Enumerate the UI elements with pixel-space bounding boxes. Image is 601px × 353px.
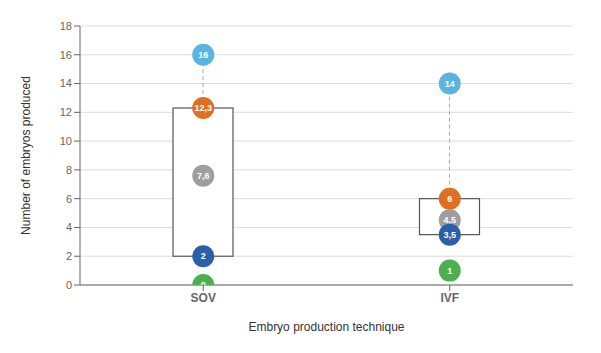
svg-text:14: 14 [60,77,72,89]
svg-text:12,3: 12,3 [194,103,212,113]
svg-text:16: 16 [198,50,208,60]
svg-text:8: 8 [66,164,72,176]
svg-text:SOV: SOV [191,291,216,305]
svg-text:12: 12 [60,106,72,118]
svg-text:4,5: 4,5 [443,215,456,226]
svg-text:4: 4 [66,221,72,233]
svg-text:Number of embryos produced: Number of embryos produced [19,76,33,235]
svg-text:7,6: 7,6 [197,171,210,181]
svg-text:10: 10 [60,135,72,147]
svg-text:16: 16 [60,49,72,61]
svg-text:IVF: IVF [440,291,459,305]
svg-text:0: 0 [66,279,72,291]
svg-text:2: 2 [201,251,206,261]
svg-text:14: 14 [445,79,455,89]
svg-text:6: 6 [447,194,452,204]
svg-text:Embryo production technique: Embryo production technique [248,320,404,334]
svg-text:2: 2 [66,250,72,262]
svg-text:3,5: 3,5 [443,230,456,240]
svg-text:6: 6 [66,193,72,205]
svg-text:18: 18 [60,20,72,32]
svg-text:1: 1 [447,266,452,276]
svg-text:0: 0 [201,280,206,285]
